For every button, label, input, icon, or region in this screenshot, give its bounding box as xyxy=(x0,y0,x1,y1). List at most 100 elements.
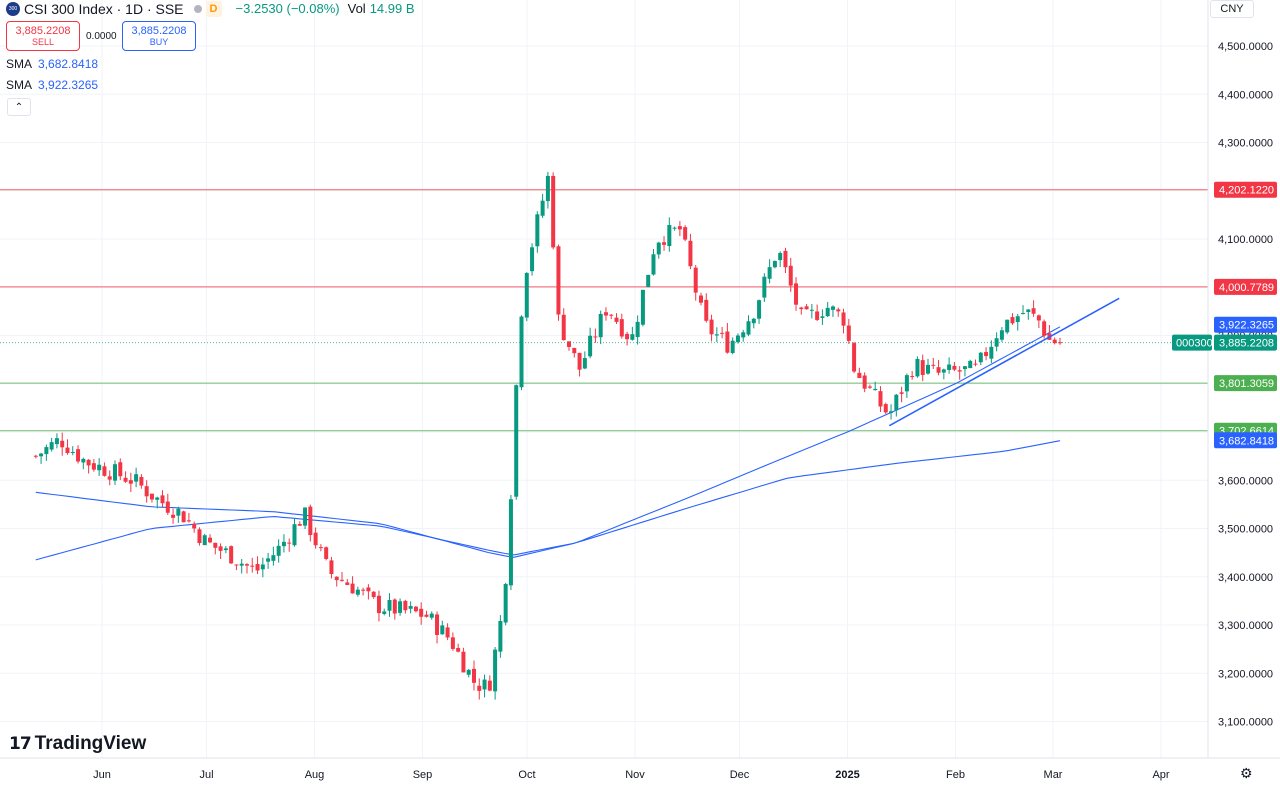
x-tick-label: Oct xyxy=(518,769,535,781)
sma-value: 3,682.8418 xyxy=(38,57,99,71)
symbol-title[interactable]: CSI 300 Index · 1D · SSE xyxy=(24,0,184,17)
candle-body xyxy=(392,599,397,614)
sma-legend-1[interactable]: SMA 3,682.8418 xyxy=(6,57,98,71)
candle-body xyxy=(619,319,624,337)
candle-body xyxy=(799,307,804,310)
sma-value: 3,922.3265 xyxy=(38,78,99,92)
gear-icon[interactable]: ⚙ xyxy=(1240,765,1253,781)
candle-body xyxy=(936,367,941,373)
candle-body xyxy=(345,582,350,585)
candle-body xyxy=(239,563,244,566)
sell-button[interactable]: 3,885.2208 SELL xyxy=(6,21,80,51)
candle-body xyxy=(403,600,408,611)
trendline-segment[interactable] xyxy=(888,297,1120,427)
x-tick-label: 2025 xyxy=(835,769,859,781)
candle-body xyxy=(81,458,86,463)
candle-body xyxy=(292,524,297,546)
candle-body xyxy=(757,300,762,319)
candle-body xyxy=(751,318,756,324)
candle-body xyxy=(102,466,107,476)
candle-body xyxy=(1005,319,1010,333)
candle-body xyxy=(39,453,44,457)
trendline[interactable] xyxy=(888,297,1120,427)
candle-body xyxy=(287,542,292,544)
candle-body xyxy=(493,649,498,692)
candle-body xyxy=(229,546,234,564)
candle-body xyxy=(408,606,413,609)
candle-body xyxy=(646,274,651,288)
candle-body xyxy=(1026,309,1031,313)
candle-body xyxy=(593,336,598,338)
candle-body xyxy=(514,385,519,497)
candle-body xyxy=(862,375,867,389)
candle-body xyxy=(567,341,572,347)
candle-body xyxy=(450,637,455,649)
candle-body xyxy=(999,330,1004,340)
candle-body xyxy=(577,352,582,370)
y-tick-label: 4,400.0000 xyxy=(1218,89,1273,101)
candle-body xyxy=(297,524,302,526)
sma-legend-2[interactable]: SMA 3,922.3265 xyxy=(6,78,98,92)
chevron-up-icon[interactable]: ⌃ xyxy=(7,98,31,116)
x-tick-label: Aug xyxy=(305,769,325,781)
time-axis[interactable]: Jun Jul Aug Sep Oct Nov Dec 2025 Feb Mar Apr xyxy=(0,757,1280,781)
candle-body xyxy=(741,332,746,338)
candle-body xyxy=(208,537,213,543)
candle-body xyxy=(551,175,556,248)
candle-body xyxy=(366,587,371,592)
candle-body xyxy=(503,583,508,623)
candle-body xyxy=(778,253,783,261)
candle-body xyxy=(44,447,49,455)
candle-body xyxy=(994,338,999,347)
candle-body xyxy=(899,392,904,394)
candle-body xyxy=(334,576,339,581)
candle-body xyxy=(651,254,656,275)
buy-button[interactable]: 3,885.2208 BUY xyxy=(122,21,196,51)
candle-body xyxy=(925,364,930,374)
candle-body xyxy=(535,214,540,247)
candle-body xyxy=(107,476,112,480)
candle-body xyxy=(76,449,81,462)
ticker-tag: 000300 xyxy=(1176,338,1213,350)
candle-body xyxy=(1015,316,1020,322)
candle-body xyxy=(303,507,308,526)
sma-lines xyxy=(35,326,1061,561)
currency-selector[interactable]: CNY xyxy=(1210,0,1254,18)
candle-body xyxy=(920,360,925,375)
tradingview-logo[interactable]: 17 TradingView xyxy=(9,733,146,755)
candle-body xyxy=(794,283,799,305)
candle-body xyxy=(181,511,186,523)
buy-label: BUY xyxy=(149,37,169,47)
candle-body xyxy=(836,309,841,312)
candle-body xyxy=(947,364,952,370)
candle-body xyxy=(419,608,424,617)
candle-body xyxy=(530,247,535,272)
candle-body xyxy=(704,299,709,321)
axis-price-label-bg xyxy=(1214,334,1277,351)
candle-body xyxy=(456,647,461,652)
candle-body xyxy=(466,669,471,675)
level-price-label: 4,202.1220 xyxy=(1219,185,1274,197)
candle-body xyxy=(746,321,751,335)
candle-body xyxy=(804,306,809,310)
candle-body xyxy=(97,464,102,471)
axis-price-label: 3,885.2208 xyxy=(1219,338,1274,350)
candle-body xyxy=(540,200,545,216)
buy-price: 3,885.2208 xyxy=(131,25,187,37)
sell-label: SELL xyxy=(31,37,55,47)
x-tick-label: Jul xyxy=(199,769,213,781)
candle-body xyxy=(471,668,476,683)
candle-body xyxy=(984,352,989,357)
candle-body xyxy=(524,272,529,318)
x-tick-label: Jun xyxy=(93,769,111,781)
candle-body xyxy=(276,545,281,556)
candle-body xyxy=(878,391,883,407)
candle-body xyxy=(809,309,814,311)
level-price-label: 4,000.7789 xyxy=(1219,282,1274,294)
candle-body xyxy=(371,591,376,598)
candle-body xyxy=(852,343,857,372)
candle-body xyxy=(1042,321,1047,336)
candle-body xyxy=(545,175,550,202)
x-tick-label: Dec xyxy=(730,769,750,781)
